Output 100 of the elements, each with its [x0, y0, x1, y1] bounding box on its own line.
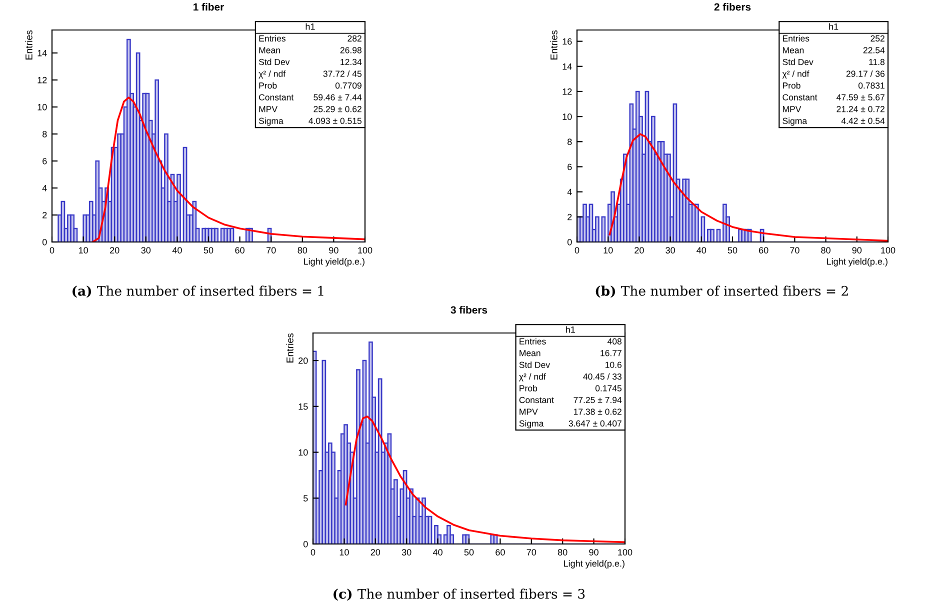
- annotation: Prob: [520, 384, 538, 392]
- annotation: 408: [607, 338, 622, 344]
- y-tick-label: 14: [562, 63, 572, 70]
- x-tick-label: 40: [172, 247, 182, 254]
- x-tick-label: 80: [558, 549, 568, 556]
- annotation: 26.98: [340, 47, 362, 54]
- annotation: 16.77: [600, 350, 622, 356]
- y-tick-label: 12: [562, 88, 572, 95]
- annotation: 47.59 ± 5.67: [836, 94, 884, 100]
- annotation: 0.7831: [858, 82, 884, 89]
- annotation: χ² / ndf: [782, 70, 810, 79]
- x-axis-title: Light yield(p.e.): [564, 560, 624, 568]
- annotation: 0.1745: [595, 385, 622, 392]
- annotation: 282: [348, 35, 362, 42]
- annotation: Prob: [782, 82, 800, 89]
- annotation: 4.42 ± 0.54: [841, 118, 885, 124]
- x-tick-label: 60: [496, 549, 505, 556]
- y-tick-label: 10: [562, 114, 572, 120]
- annotation: 77.25 ± 7.94: [574, 396, 622, 404]
- y-axis-title: Entries: [286, 333, 294, 362]
- x-axis-title: Light yield(p.e.): [304, 258, 364, 266]
- annotation: Mean: [259, 47, 280, 54]
- annotation: Std Dev: [519, 362, 550, 368]
- x-tick-label: 30: [141, 247, 151, 254]
- annotation: Sigma: [258, 118, 284, 126]
- y-tick-label: 8: [42, 130, 47, 138]
- y-tick-label: 2: [42, 212, 47, 218]
- x-tick-label: 0: [310, 549, 316, 556]
- annotation: 17.38 ± 0.62: [574, 408, 622, 415]
- y-axis-title: Entries: [550, 30, 558, 60]
- y-tick-label: 14: [38, 50, 47, 56]
- y-tick-label: 6: [568, 164, 572, 170]
- annotation: 0.7709: [335, 82, 362, 89]
- y-tick-label: 2: [568, 214, 572, 220]
- y-tick-label: 8: [568, 138, 572, 146]
- annotation: 3.647 ± 0.407: [568, 420, 622, 427]
- x-tick-label: 70: [526, 549, 536, 556]
- x-tick-label: 30: [402, 549, 412, 556]
- x-tick-label: 100: [358, 247, 372, 254]
- x-tick-label: 20: [370, 549, 380, 556]
- annotation: Entries: [782, 35, 810, 42]
- annotation: 59.46 ± 7.44: [314, 94, 362, 100]
- x-tick-label: 40: [432, 549, 442, 556]
- annotation: 252: [870, 35, 884, 42]
- annotation: Entries: [520, 338, 546, 344]
- x-tick-label: 50: [204, 247, 214, 254]
- annotation: 21.24 ± 0.72: [836, 106, 884, 112]
- annotation: Constant: [259, 94, 294, 100]
- annotation: Constant: [519, 396, 554, 404]
- x-tick-label: 80: [821, 247, 830, 254]
- y-tick-label: 10: [298, 449, 308, 456]
- annotation: χ² / ndf: [258, 70, 286, 79]
- annotation: Std Dev: [782, 58, 814, 66]
- annotation: Sigma: [519, 420, 544, 428]
- annotation: Sigma: [782, 118, 808, 126]
- annotation: Entries: [259, 35, 286, 42]
- y-tick-label: 4: [567, 188, 572, 196]
- y-tick-label: 4: [42, 185, 47, 192]
- x-tick-label: 100: [881, 247, 896, 254]
- annotation: 12.34: [340, 58, 362, 66]
- x-tick-label: 10: [604, 247, 613, 254]
- annotation: 37.72 / 45: [323, 70, 362, 77]
- x-tick-label: 0: [574, 247, 580, 254]
- x-tick-label: 60: [235, 247, 244, 254]
- annotation: 40.45 / 33: [583, 373, 622, 380]
- annotation: MPV: [782, 106, 802, 112]
- text: h1: [566, 326, 575, 333]
- text: (b) The number of inserted fibers = 2: [596, 286, 848, 298]
- x-tick-label: 50: [464, 549, 474, 556]
- x-axis-title: Light yield(p.e.): [827, 258, 888, 266]
- chart-title: 2 fibers: [714, 3, 751, 11]
- x-tick-label: 30: [666, 247, 675, 254]
- x-tick-label: 90: [852, 247, 862, 254]
- x-tick-label: 60: [759, 247, 768, 254]
- chart-title: 1 fiber: [194, 3, 224, 11]
- y-tick-label: 16: [562, 38, 572, 45]
- text: (a) The number of inserted fibers = 1: [72, 286, 324, 298]
- y-tick-label: 5: [303, 495, 308, 502]
- x-tick-label: 10: [340, 549, 349, 556]
- x-tick-label: 10: [78, 247, 88, 254]
- annotation: 4.093 ± 0.515: [308, 118, 362, 124]
- annotation: Constant: [782, 94, 818, 100]
- y-tick-label: 20: [298, 357, 308, 364]
- x-tick-label: 0: [50, 247, 54, 254]
- annotation: MPV: [259, 106, 278, 112]
- annotation: 22.54: [863, 47, 885, 54]
- x-tick-label: 50: [728, 247, 738, 254]
- x-tick-label: 40: [696, 247, 706, 254]
- y-tick-label: 10: [38, 104, 47, 110]
- x-tick-label: 20: [110, 247, 120, 254]
- annotation: 10.6: [606, 362, 622, 368]
- y-tick-label: 6: [42, 158, 47, 164]
- x-tick-label: 20: [634, 247, 644, 254]
- annotation: Mean: [782, 47, 804, 54]
- annotation: 11.8: [869, 58, 885, 66]
- annotation: Std Dev: [258, 58, 290, 66]
- text: h1: [306, 23, 315, 30]
- y-tick-label: 12: [38, 76, 47, 84]
- x-tick-label: 90: [329, 247, 338, 254]
- x-tick-label: 70: [266, 247, 276, 254]
